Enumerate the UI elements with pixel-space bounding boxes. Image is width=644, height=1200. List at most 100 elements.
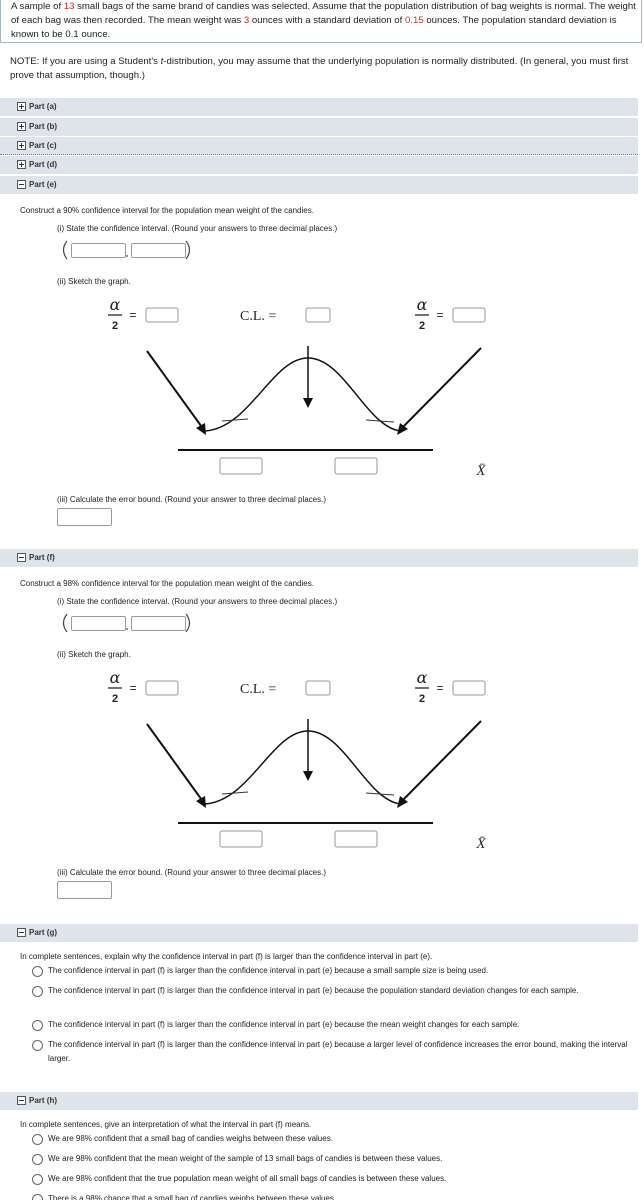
- part-header[interactable]: Part (g): [0, 924, 638, 942]
- part-title[interactable]: Part (a): [29, 102, 57, 111]
- statement-text: ounces. The population standard deviatio…: [11, 15, 617, 40]
- text: In complete sentences, explain why the c…: [20, 952, 433, 961]
- tick: [221, 791, 249, 795]
- part-title[interactable]: Part (h): [29, 1096, 57, 1105]
- toggle-icon[interactable]: [17, 102, 26, 111]
- tick: [365, 419, 395, 423]
- toggle-icon[interactable]: [17, 122, 26, 131]
- toggle-icon[interactable]: [17, 1096, 26, 1105]
- answer-input: [219, 457, 263, 475]
- answer-input[interactable]: [71, 243, 126, 258]
- text: Construct a 90% confidence interval for …: [20, 206, 314, 215]
- toggle-icon[interactable]: [17, 553, 26, 562]
- equals: =: [436, 681, 443, 695]
- tick: [365, 792, 395, 796]
- comma: [126, 255, 128, 257]
- part-title[interactable]: Part (e): [29, 180, 57, 189]
- text: (i) State the confidence interval. (Roun…: [57, 224, 338, 233]
- option-text[interactable]: We are 98% confident that the true popul…: [48, 1174, 447, 1183]
- radio-button[interactable]: [32, 1194, 43, 1200]
- answer-input[interactable]: [131, 243, 186, 258]
- answer-input[interactable]: [57, 508, 112, 526]
- given-value: 0.15: [404, 15, 424, 26]
- paren: [185, 613, 191, 633]
- option-text[interactable]: The confidence interval in part (f) is l…: [48, 1020, 520, 1029]
- option-text[interactable]: The confidence interval in part (f) is l…: [48, 1040, 628, 1063]
- arrow-line: [399, 720, 482, 804]
- alpha: α: [110, 295, 121, 314]
- part-header[interactable]: Part (c): [0, 137, 638, 155]
- part-header[interactable]: Part (b): [0, 118, 638, 136]
- text: (iii) Calculate the error bound. (Round …: [57, 495, 327, 504]
- answer-input: [305, 307, 331, 323]
- text: (ii) Sketch the graph.: [57, 277, 131, 286]
- answer-input: [145, 307, 179, 323]
- radio-button[interactable]: [32, 1134, 43, 1145]
- part-title[interactable]: Part (b): [29, 122, 57, 131]
- radio-button[interactable]: [32, 1174, 43, 1185]
- alpha: α: [417, 295, 428, 314]
- text: (ii) Sketch the graph.: [57, 650, 131, 659]
- part-header[interactable]: Part (f): [0, 549, 638, 567]
- note-text: -distribution, you may assume that the u…: [10, 56, 629, 81]
- part-title[interactable]: Part (d): [29, 160, 57, 169]
- toggle-icon[interactable]: [17, 160, 26, 169]
- answer-input[interactable]: [71, 616, 126, 631]
- answer-input: [452, 680, 486, 696]
- radio-button[interactable]: [32, 1020, 43, 1031]
- statement-text: small bags of the same brand of candies …: [11, 1, 636, 26]
- statement-text: A sample of: [11, 1, 64, 12]
- problem-statement: A sample of 13 small bags of the same br…: [0, 0, 642, 43]
- part-title[interactable]: Part (c): [29, 141, 57, 150]
- equals: =: [436, 308, 443, 322]
- answer-input[interactable]: [131, 616, 186, 631]
- note-text: NOTE: If you are using a Student's: [10, 56, 161, 67]
- arrow-line: [146, 350, 205, 431]
- tick: [221, 418, 249, 422]
- option-text[interactable]: The confidence interval in part (f) is l…: [48, 986, 579, 995]
- toggle-icon[interactable]: [17, 928, 26, 937]
- arrow-line: [399, 347, 482, 431]
- sketch-graph: α 2 = α 2 = C.L. = X̄: [108, 668, 486, 852]
- part-header[interactable]: Part (h): [0, 1092, 638, 1110]
- part-title[interactable]: Part (f): [29, 553, 55, 562]
- x-bar: X̄: [475, 836, 486, 852]
- text: Construct a 98% confidence interval for …: [20, 579, 314, 588]
- arrow-head: [397, 796, 408, 808]
- radio-button[interactable]: [32, 986, 43, 997]
- interval-brackets: [62, 613, 191, 633]
- radio-button[interactable]: [32, 966, 43, 977]
- answer-input: [305, 680, 331, 696]
- toggle-icon[interactable]: [17, 141, 26, 150]
- part-title[interactable]: Part (g): [29, 928, 57, 937]
- cl-label: C.L. =: [240, 309, 276, 324]
- part-header[interactable]: Part (a): [0, 98, 638, 116]
- two: 2: [419, 693, 425, 705]
- equals: =: [129, 308, 136, 322]
- paren: [185, 240, 191, 260]
- note-text: t: [160, 56, 164, 67]
- toggle-icon[interactable]: [17, 180, 26, 189]
- part-header[interactable]: Part (d): [0, 156, 638, 174]
- paren: [62, 240, 68, 260]
- alpha: α: [110, 668, 121, 687]
- part-header[interactable]: Part (e): [0, 176, 638, 194]
- paren: [62, 613, 68, 633]
- two: 2: [112, 320, 118, 332]
- option-text[interactable]: The confidence interval in part (f) is l…: [48, 966, 489, 975]
- arrow-head: [303, 771, 313, 781]
- arrow-head: [196, 423, 206, 435]
- given-value: 3: [243, 15, 250, 26]
- radio-button[interactable]: [32, 1040, 43, 1051]
- arrow-line: [146, 723, 205, 804]
- two: 2: [419, 320, 425, 332]
- option-text[interactable]: We are 98% confident that the mean weigh…: [48, 1154, 443, 1163]
- text: (i) State the confidence interval. (Roun…: [57, 597, 338, 606]
- option-text[interactable]: There is a 98% chance that a small bag o…: [48, 1194, 337, 1200]
- radio-button[interactable]: [32, 1154, 43, 1165]
- answer-input: [219, 830, 263, 848]
- answer-input[interactable]: [57, 881, 112, 899]
- option-text[interactable]: We are 98% confident that a small bag of…: [48, 1134, 333, 1143]
- statement-text: ounces with a standard deviation of: [249, 15, 405, 26]
